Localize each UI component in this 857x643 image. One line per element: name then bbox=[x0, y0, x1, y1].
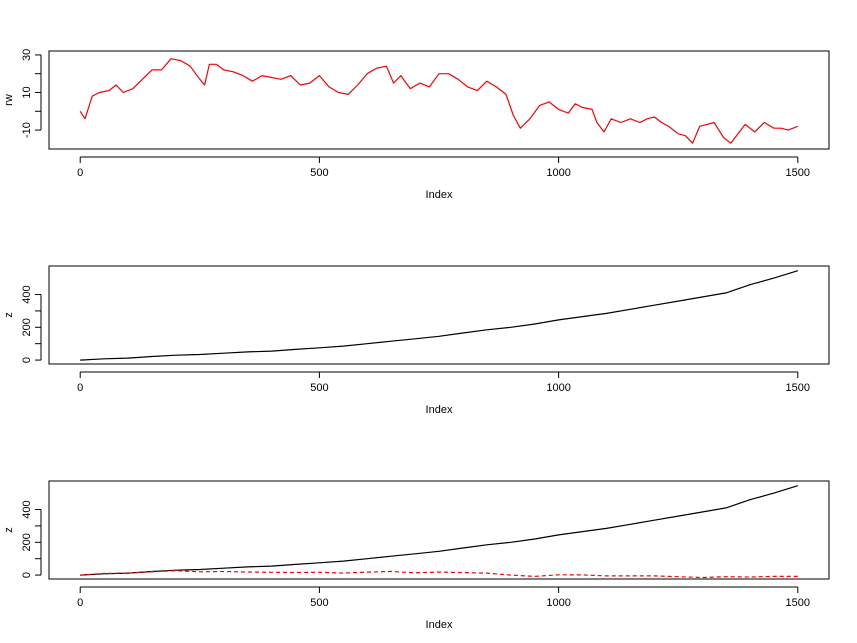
x-tick-label: 1000 bbox=[546, 167, 570, 179]
y-tick-label: 10 bbox=[21, 86, 33, 98]
x-tick-label: 1500 bbox=[786, 597, 810, 609]
series-line-red bbox=[79, 58, 799, 144]
x-tick-label: 500 bbox=[310, 167, 328, 179]
x-tick-label: 1500 bbox=[786, 167, 810, 179]
y-tick-label: 400 bbox=[21, 285, 33, 303]
panel-1: 0 500 1000 1500 Index -10 10 30 rw bbox=[3, 49, 830, 201]
x-axis-label: Index bbox=[426, 619, 453, 631]
y-tick-label: 0 bbox=[21, 572, 33, 578]
y-tick-label: 400 bbox=[21, 500, 33, 518]
x-tick-label: 0 bbox=[77, 382, 83, 394]
y-tick-label: 200 bbox=[21, 533, 33, 551]
series-line-black bbox=[80, 485, 798, 576]
x-tick-label: 500 bbox=[310, 382, 328, 394]
x-tick-label: 0 bbox=[77, 167, 83, 179]
plot-frame bbox=[48, 50, 830, 150]
x-axis-label: Index bbox=[426, 404, 453, 416]
series-line-black bbox=[80, 270, 798, 361]
x-tick-label: 1000 bbox=[546, 382, 570, 394]
x-axis-label: Index bbox=[426, 189, 453, 201]
y-axis-label: rw bbox=[3, 94, 15, 106]
y-tick-label: 30 bbox=[21, 49, 33, 61]
x-tick-label: 1000 bbox=[546, 597, 570, 609]
x-tick-label: 0 bbox=[77, 597, 83, 609]
series-line-red bbox=[80, 570, 798, 579]
y-axis-label: z bbox=[3, 527, 15, 533]
y-axis-label: z bbox=[3, 312, 15, 318]
y-tick-label: 200 bbox=[21, 318, 33, 336]
x-tick-label: 500 bbox=[310, 597, 328, 609]
panel-3: 0 500 1000 1500 Index 0 200 400 z bbox=[3, 480, 830, 631]
plot-frame bbox=[48, 480, 830, 580]
x-tick-label: 1500 bbox=[786, 382, 810, 394]
y-tick-label: 0 bbox=[21, 357, 33, 363]
plot-frame bbox=[48, 265, 830, 365]
y-tick-label: -10 bbox=[21, 122, 33, 138]
panel-2: 0 500 1000 1500 Index 0 200 400 z bbox=[3, 265, 830, 416]
